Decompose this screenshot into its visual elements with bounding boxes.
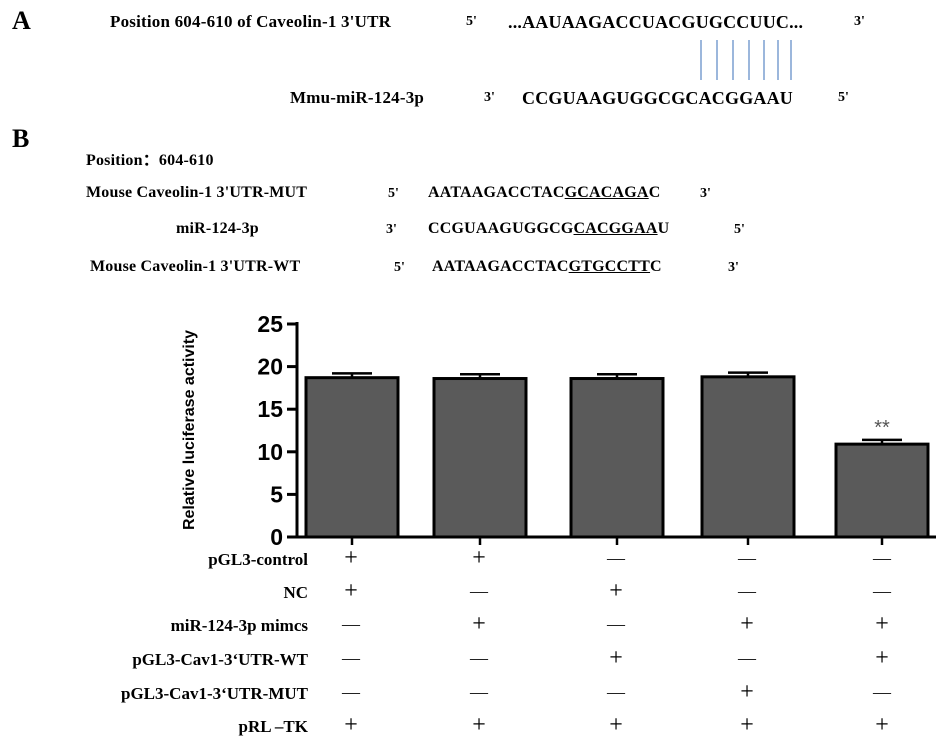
bar-2 [432, 377, 528, 539]
condition-sign: — [873, 581, 891, 601]
condition-sign: — [738, 581, 756, 601]
y-axis-label: Relative luciferase activity [181, 330, 198, 530]
condition-sign: + [609, 712, 623, 738]
condition-sign: — [342, 648, 360, 668]
luciferase-bar-chart: Relative luciferase activity 0 5 10 15 20 25 *… [181, 311, 936, 550]
condition-sign: + [875, 611, 889, 637]
panel-b-mirna-label: miR-124-3p [176, 220, 259, 237]
panel-a-target-sequence: ...AAUAAGACCUACGUGCCUUC... [508, 12, 804, 32]
condition-sign: — [873, 682, 891, 702]
y-tick-label-25: 25 [257, 311, 283, 337]
condition-sign: — [342, 614, 360, 634]
panel-a-mirna-prime-right: 5' [838, 90, 849, 105]
condition-sign: — [607, 682, 625, 702]
condition-label: pRL –TK [238, 717, 308, 736]
panel-b-mirna-sequence: CCGUAAGUGGCGCACGGAAU [428, 220, 670, 237]
condition-sign: — [607, 614, 625, 634]
condition-sign: + [472, 611, 486, 637]
condition-sign: + [344, 712, 358, 738]
condition-sign: — [470, 682, 488, 702]
condition-label: pGL3-Cav1-3‘UTR-WT [132, 650, 308, 669]
condition-sign: + [344, 545, 358, 571]
y-tick-label-10: 10 [257, 439, 283, 465]
panel-b-wt-prime-right: 3' [728, 260, 739, 275]
y-tick-label-0: 0 [270, 524, 283, 550]
condition-sign: — [873, 548, 891, 568]
condition-sign: — [738, 548, 756, 568]
condition-sign: — [470, 581, 488, 601]
condition-sign: + [609, 578, 623, 604]
y-tick-label-5: 5 [270, 481, 283, 507]
panel-a-mirna-label: Mmu-miR-124-3p [290, 88, 425, 107]
panel-b-mut-prime-right: 3' [700, 186, 711, 201]
panel-b-mut-label: Mouse Caveolin-1 3'UTR-MUT [86, 184, 308, 201]
bar-4 [700, 375, 796, 539]
condition-sign: + [344, 578, 358, 604]
condition-sign: + [740, 679, 754, 705]
condition-sign: + [472, 712, 486, 738]
panel-a-mirna-prime-left: 3' [484, 90, 495, 105]
bar-1 [304, 376, 400, 539]
condition-label: NC [283, 583, 308, 602]
panel-a-position-label: Position 604-610 of Caveolin-1 3'UTR [110, 12, 392, 31]
panel-a-letter: A [12, 6, 31, 35]
condition-label: pGL3-control [208, 550, 308, 569]
panel-b-mut-sequence: AATAAGACCTACGCACAGAC [428, 184, 661, 201]
panel-b-position: Position：604-610 [86, 152, 214, 169]
panel-b-wt-sequence: AATAAGACCTACGTGCCTTC [432, 258, 662, 275]
panel-b-mut-prime-left: 5' [388, 186, 399, 201]
panel-a-target-prime-left: 5' [466, 14, 477, 29]
condition-sign: — [470, 648, 488, 668]
y-tick-label-15: 15 [257, 396, 283, 422]
condition-label: pGL3-Cav1-3‘UTR-MUT [121, 684, 308, 703]
bar-3 [569, 377, 665, 539]
base-pairing-lines [700, 40, 792, 80]
condition-sign: — [342, 682, 360, 702]
significance-marker-5: ** [874, 417, 890, 439]
panel-a-mirna-sequence: CCGUAAGUGGCGCACGGAAU [522, 88, 793, 108]
condition-sign: — [607, 548, 625, 568]
condition-sign: + [609, 645, 623, 671]
bar-5 [834, 442, 930, 539]
panel-b-mirna-prime-left: 3' [386, 222, 397, 237]
condition-sign: — [738, 648, 756, 668]
condition-sign: + [472, 545, 486, 571]
condition-label: miR-124-3p mimcs [170, 616, 308, 635]
panel-a-target-prime-right: 3' [854, 14, 865, 29]
panel-b-wt-prime-left: 5' [394, 260, 405, 275]
condition-sign: + [740, 712, 754, 738]
panel-b-wt-label: Mouse Caveolin-1 3'UTR-WT [90, 258, 301, 275]
y-tick-label-20: 20 [257, 354, 283, 380]
panel-b-letter: B [12, 124, 30, 153]
panel-b-mirna-prime-right: 5' [734, 222, 745, 237]
condition-sign: + [875, 645, 889, 671]
condition-sign: + [875, 712, 889, 738]
condition-sign: + [740, 611, 754, 637]
